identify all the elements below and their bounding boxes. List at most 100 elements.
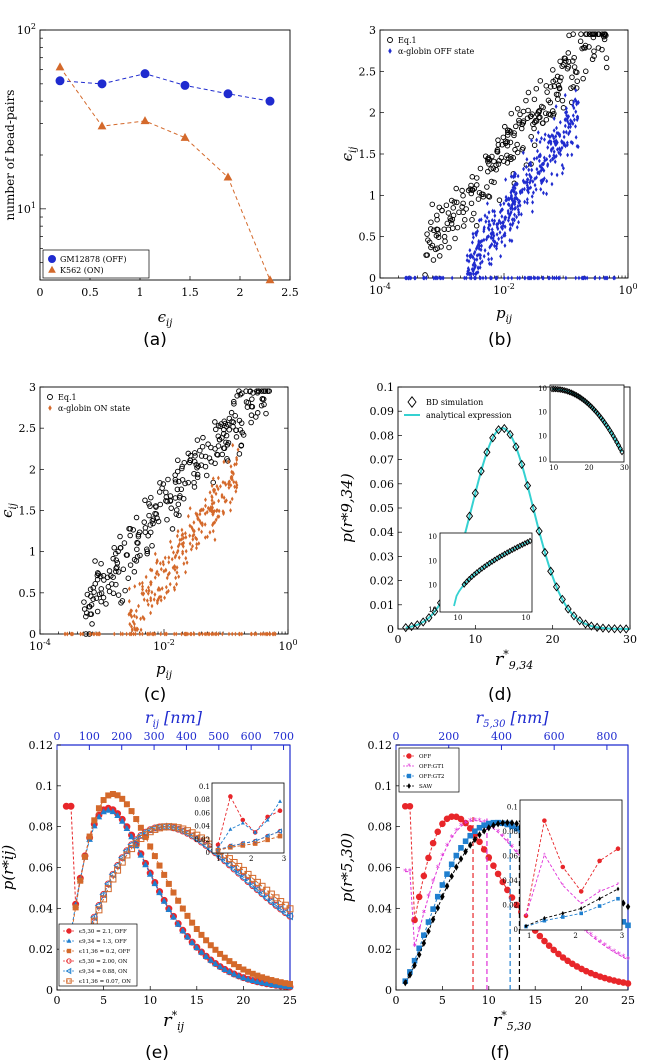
eq1-point-c xyxy=(113,557,119,563)
eq1-point-c xyxy=(164,516,170,523)
data-point-f-3 xyxy=(491,821,496,830)
data-point-f-3 xyxy=(407,971,413,979)
state-point-c xyxy=(164,584,168,590)
state-point-b xyxy=(506,208,510,214)
eq1-point-b xyxy=(514,141,520,148)
state-point-b xyxy=(499,220,503,226)
data-point-e-2 xyxy=(95,805,102,812)
eq1-point-b xyxy=(449,225,456,231)
zero-point-c xyxy=(240,631,244,637)
eq1-point-b xyxy=(434,245,441,252)
legend-label-a-0: GM12878 (OFF) xyxy=(60,255,126,264)
eq1-point-b xyxy=(558,74,564,81)
zero-point-b xyxy=(555,275,558,281)
eq1-point-c xyxy=(142,525,149,531)
zero-point-b xyxy=(541,275,545,281)
state-point-c xyxy=(150,603,154,609)
eq1-point-b xyxy=(603,64,610,71)
state-point-c xyxy=(139,627,143,633)
data-point-e-5 xyxy=(281,901,289,909)
eq1-point-c xyxy=(179,465,185,472)
eq1-point-b xyxy=(550,67,556,73)
data-point-f-1: * xyxy=(412,941,416,951)
eq1-point-b xyxy=(533,118,540,124)
state-point-c xyxy=(140,591,144,596)
state-point-c xyxy=(235,485,239,490)
data-point-f-1: * xyxy=(450,833,454,843)
data-point-e-2 xyxy=(273,978,280,985)
zero-point-b xyxy=(526,275,530,281)
panel-f: 00.020.040.060.080.10.120 5 10 15 20 250 200 40… xyxy=(338,708,635,1033)
eq1-point-b xyxy=(473,182,480,188)
data-point-e-5 xyxy=(128,845,136,853)
data-point-e-5 xyxy=(114,866,122,874)
data-point-f-3 xyxy=(444,882,450,890)
state-point-b xyxy=(562,134,566,140)
inset-line-f-3 xyxy=(525,888,619,927)
eq1-point-c xyxy=(177,493,183,499)
data-point-f-1: * xyxy=(621,952,625,962)
state-point-b xyxy=(473,264,477,269)
panel-b: 0 0.5 1 1.5 2 2.5 3 10-4 10-2 100 pij ϵij Eq.1 α-glob… xyxy=(338,24,638,325)
eq1-point-b xyxy=(517,111,523,118)
state-point-b xyxy=(517,200,521,206)
state-point-b xyxy=(495,241,499,247)
state-point-c xyxy=(220,494,224,500)
axes-box-a xyxy=(39,29,291,281)
eq1-point-c xyxy=(223,432,230,439)
inset-point-e-1 xyxy=(240,820,245,825)
eq1-point-b xyxy=(601,33,607,40)
state-point-b xyxy=(500,239,504,245)
state-point-b xyxy=(571,113,575,118)
eq1-point-c xyxy=(97,573,104,580)
zero-point-b xyxy=(478,275,482,281)
state-point-c xyxy=(209,504,213,510)
eq1-point-c xyxy=(230,424,236,430)
data-point-e-2 xyxy=(212,946,219,953)
data-point-a-0 xyxy=(223,89,233,99)
data-point-e-5 xyxy=(165,823,173,831)
state-point-b xyxy=(501,223,505,229)
data-point-f-3 xyxy=(509,819,515,827)
y-tick-label-a: 102 xyxy=(17,22,36,37)
panel-a: 0 0.5 1 1.5 2 2.5 101 102 number of bead-pairs ϵi… xyxy=(3,22,299,329)
x-axis-label-b: pij xyxy=(496,304,512,325)
data-point-e-1 xyxy=(254,978,261,985)
y-tick-label-f: 0.02 xyxy=(368,943,393,956)
state-point-b xyxy=(564,129,568,135)
eq1-point-c xyxy=(115,592,122,598)
eq1-point-c xyxy=(237,427,244,433)
inset-point-e-5 xyxy=(252,841,258,846)
state-point-b xyxy=(476,228,479,234)
eq1-point-c xyxy=(147,503,153,510)
state-point-b xyxy=(487,227,491,232)
inset-point-f-1: * xyxy=(617,882,620,888)
eq1-point-b xyxy=(490,165,497,172)
data-point-e-2 xyxy=(151,853,158,860)
legend-label-e-4: ϵ9,34 = 0.88, ON xyxy=(79,969,128,975)
legend-marker-c-0 xyxy=(47,394,53,400)
x-tick-label-f: 15 xyxy=(528,994,542,1007)
data-point-f-3 xyxy=(477,831,482,839)
data-point-f-3 xyxy=(440,893,445,901)
inset-x-tick-e: 3 xyxy=(282,855,286,863)
state-point-b xyxy=(527,167,531,173)
state-point-b xyxy=(469,271,473,277)
inset-y-tick-f: 0 xyxy=(514,926,518,934)
eq1-point-b xyxy=(511,132,517,139)
inset-point-e-1 xyxy=(278,799,282,803)
state-point-b xyxy=(536,170,540,176)
eq1-point-c xyxy=(208,444,214,451)
state-point-c xyxy=(184,555,188,561)
legend-label-e-2: ϵ11,36 = 0.2, OFF xyxy=(79,949,130,955)
state-point-b xyxy=(465,257,469,263)
state-point-c xyxy=(149,582,153,587)
y-tick-label-f: 0.04 xyxy=(368,902,393,915)
inset-x-tick-e: 1 xyxy=(216,855,220,863)
eq1-point-c xyxy=(110,574,116,580)
state-point-c xyxy=(212,508,216,514)
panel-label-d: (d) xyxy=(488,685,512,705)
state-point-b xyxy=(563,117,567,123)
data-point-e-1 xyxy=(123,824,131,831)
eq1-point-b xyxy=(514,149,521,156)
